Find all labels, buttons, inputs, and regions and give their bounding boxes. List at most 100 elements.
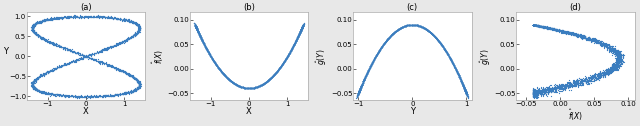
Point — [120, 19, 130, 21]
Point — [399, 25, 409, 27]
Point — [223, 78, 234, 80]
Point — [131, 78, 141, 81]
Point — [369, 59, 379, 61]
Point — [394, 28, 404, 30]
Point — [377, 45, 387, 47]
Point — [597, 43, 607, 45]
Point — [88, 15, 98, 17]
Point — [102, 63, 112, 65]
Point — [609, 48, 619, 50]
Point — [296, 28, 307, 30]
Point — [593, 40, 604, 42]
Point — [227, 81, 237, 83]
Point — [129, 89, 140, 91]
Point — [605, 72, 615, 74]
Point — [291, 40, 301, 42]
Point — [234, 85, 244, 87]
Point — [240, 87, 250, 89]
Point — [33, 77, 44, 79]
Point — [29, 25, 39, 27]
Point — [568, 33, 579, 35]
Point — [462, 94, 472, 96]
Point — [232, 84, 243, 86]
Point — [360, 75, 371, 77]
Point — [537, 26, 547, 28]
Point — [288, 45, 298, 47]
Point — [297, 26, 307, 28]
Point — [606, 48, 616, 50]
Point — [459, 86, 469, 88]
Point — [442, 53, 452, 55]
Point — [294, 32, 305, 34]
Point — [35, 74, 45, 76]
Point — [228, 82, 239, 84]
Point — [277, 63, 287, 65]
Point — [28, 86, 38, 88]
Point — [354, 90, 364, 92]
Point — [555, 29, 565, 31]
Point — [450, 67, 460, 69]
Point — [289, 43, 300, 45]
Point — [31, 23, 42, 25]
Point — [276, 65, 287, 67]
Point — [405, 24, 415, 26]
Point — [460, 88, 470, 90]
Point — [616, 59, 626, 61]
Point — [38, 19, 48, 21]
Point — [120, 91, 130, 93]
Point — [421, 28, 431, 30]
Point — [373, 51, 383, 53]
Point — [406, 24, 417, 26]
Point — [191, 26, 201, 28]
Point — [422, 28, 432, 30]
Point — [97, 95, 107, 97]
Point — [196, 38, 207, 40]
Point — [412, 24, 422, 26]
Point — [605, 45, 616, 47]
Point — [41, 73, 51, 75]
Point — [296, 28, 307, 30]
Point — [422, 29, 432, 31]
Point — [390, 30, 401, 33]
Point — [362, 73, 372, 75]
Point — [277, 64, 287, 66]
Point — [296, 28, 306, 30]
Point — [536, 92, 547, 94]
Point — [558, 83, 568, 85]
Point — [292, 36, 303, 38]
Point — [296, 30, 306, 32]
Point — [278, 61, 289, 63]
Point — [532, 93, 543, 95]
Point — [275, 67, 285, 69]
Point — [577, 36, 587, 38]
Point — [115, 69, 125, 71]
Point — [529, 92, 539, 94]
Point — [590, 41, 600, 43]
Point — [132, 32, 142, 34]
Point — [192, 29, 202, 31]
Point — [292, 37, 302, 39]
Point — [191, 27, 202, 29]
Point — [199, 43, 209, 45]
Point — [355, 90, 365, 92]
Point — [588, 77, 598, 79]
Point — [197, 39, 207, 41]
Point — [560, 32, 570, 34]
Point — [120, 39, 131, 41]
Point — [611, 61, 621, 63]
Point — [461, 93, 472, 95]
Point — [81, 96, 92, 98]
Point — [590, 72, 600, 74]
Point — [126, 36, 136, 38]
Point — [423, 30, 433, 32]
Point — [114, 69, 124, 71]
Point — [358, 80, 369, 82]
Point — [580, 80, 591, 82]
Point — [613, 61, 623, 64]
Point — [385, 36, 395, 38]
Point — [190, 24, 200, 26]
Point — [131, 78, 141, 80]
Point — [280, 59, 291, 61]
Point — [419, 27, 429, 29]
Point — [100, 63, 111, 65]
